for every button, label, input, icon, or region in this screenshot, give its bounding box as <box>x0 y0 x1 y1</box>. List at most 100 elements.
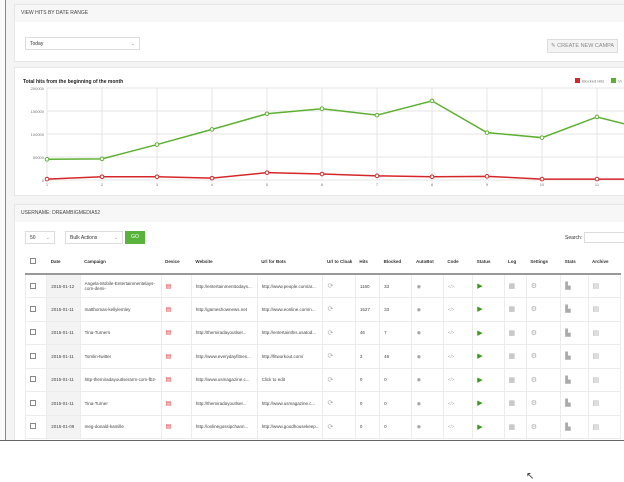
android-icon[interactable]: ● <box>411 273 444 298</box>
go-button[interactable]: GO <box>125 231 145 244</box>
stats-icon[interactable]: ▙ <box>560 367 589 392</box>
gear-icon[interactable]: ⚙ <box>525 273 562 298</box>
play-icon[interactable]: ▶ <box>472 297 505 322</box>
row-checkbox[interactable] <box>24 273 48 298</box>
column-header[interactable]: Website <box>191 250 258 275</box>
play-icon[interactable]: ▶ <box>472 367 505 392</box>
bots-url-cell[interactable]: http://www.eonline.com/n... <box>256 297 324 322</box>
column-header[interactable]: Url for Bots <box>257 250 323 275</box>
play-icon[interactable]: ▶ <box>472 391 505 416</box>
stats-icon[interactable]: ▙ <box>560 414 589 439</box>
log-icon[interactable]: ▦ <box>503 414 527 439</box>
stats-icon[interactable]: ▙ <box>560 297 589 322</box>
cloak-icon[interactable]: ⟳ <box>322 391 356 416</box>
play-icon[interactable]: ▶ <box>472 320 505 345</box>
android-icon[interactable]: ● <box>411 391 444 416</box>
play-icon[interactable]: ▶ <box>472 414 505 439</box>
android-icon[interactable]: ● <box>411 367 444 392</box>
website-cell[interactable]: http://gameshownews.net <box>190 297 258 322</box>
row-checkbox[interactable] <box>24 344 48 369</box>
log-icon[interactable]: ▦ <box>503 273 527 298</box>
bots-url-cell[interactable]: http://www.people.com/ar... <box>256 273 324 298</box>
campaign-cell[interactable]: matthomas-kellylemley <box>79 297 162 322</box>
stats-icon[interactable]: ▙ <box>560 344 589 369</box>
archive-icon[interactable]: ▤ <box>587 320 621 345</box>
column-header[interactable]: AutoBot <box>411 250 444 275</box>
code-icon[interactable]: </> <box>442 297 474 322</box>
website-cell[interactable]: http://onlinegossipchann... <box>190 414 258 439</box>
gear-icon[interactable]: ⚙ <box>525 320 562 345</box>
log-icon[interactable]: ▦ <box>503 391 527 416</box>
website-cell[interactable]: http://themiradayoutlser... <box>190 320 258 345</box>
cloak-icon[interactable]: ⟳ <box>322 344 356 369</box>
website-cell[interactable]: http://www.usmagazine.c... <box>190 367 258 392</box>
bots-url-cell[interactable]: http://www.usmagazine.c... <box>256 391 324 416</box>
campaign-cell[interactable]: Tomlin-twitter <box>79 344 162 369</box>
gear-icon[interactable]: ⚙ <box>525 414 562 439</box>
column-header[interactable]: Date <box>46 250 81 275</box>
code-icon[interactable]: </> <box>442 344 474 369</box>
column-header[interactable]: Settings <box>526 250 561 275</box>
column-header[interactable]: Campaign <box>80 250 162 275</box>
column-header[interactable]: Code <box>443 250 473 275</box>
website-cell[interactable]: http://entertainmenttodays... <box>190 273 258 298</box>
row-checkbox[interactable] <box>24 414 48 439</box>
archive-icon[interactable]: ▤ <box>587 367 621 392</box>
log-icon[interactable]: ▦ <box>503 297 527 322</box>
archive-icon[interactable]: ▤ <box>587 297 621 322</box>
column-header[interactable]: Stats <box>560 250 588 275</box>
cloak-icon[interactable]: ⟳ <box>322 297 356 322</box>
code-icon[interactable]: </> <box>442 414 474 439</box>
bots-url-cell[interactable]: http://fitworkout.com/ <box>256 344 324 369</box>
row-checkbox[interactable] <box>24 297 48 322</box>
log-icon[interactable]: ▦ <box>503 367 527 392</box>
campaign-cell[interactable]: meg-donald-kamille <box>79 414 162 439</box>
column-header[interactable]: Log <box>504 250 527 275</box>
cloak-icon[interactable]: ⟳ <box>322 273 356 298</box>
cloak-icon[interactable]: ⟳ <box>322 414 356 439</box>
android-icon[interactable]: ● <box>411 414 444 439</box>
select-all-checkbox[interactable] <box>25 250 47 275</box>
play-icon[interactable]: ▶ <box>472 273 505 298</box>
android-icon[interactable]: ● <box>411 344 444 369</box>
bulk-actions-select[interactable]: Bulk Actions ⌄ <box>65 231 123 244</box>
code-icon[interactable]: </> <box>442 320 474 345</box>
gear-icon[interactable]: ⚙ <box>525 391 562 416</box>
column-header[interactable]: Url to Cloak <box>322 250 356 275</box>
website-cell[interactable]: http://www.everydayfitnes... <box>190 344 258 369</box>
cloak-icon[interactable]: ⟳ <box>322 367 356 392</box>
gear-icon[interactable]: ⚙ <box>525 367 562 392</box>
campaign-cell[interactable]: Tina-Turners <box>79 320 162 345</box>
android-icon[interactable]: ● <box>411 297 444 322</box>
stats-icon[interactable]: ▙ <box>560 391 589 416</box>
campaign-cell[interactable]: Tina-Turner <box>79 391 162 416</box>
bots-url-cell[interactable]: http://entertainthis.usatod... <box>256 320 324 345</box>
gear-icon[interactable]: ⚙ <box>525 297 562 322</box>
website-cell[interactable]: http://themiradayoutlser... <box>190 391 258 416</box>
log-icon[interactable]: ▦ <box>503 344 527 369</box>
cloak-icon[interactable]: ⟳ <box>322 320 356 345</box>
search-input[interactable] <box>584 232 624 243</box>
row-checkbox[interactable] <box>24 367 48 392</box>
row-checkbox[interactable] <box>24 391 48 416</box>
column-header[interactable]: Status <box>472 250 505 275</box>
bots-url-cell[interactable]: Click to edit <box>256 367 324 392</box>
campaign-cell[interactable]: http-themiradayoutlserarm-com-fb2- <box>79 367 162 392</box>
log-icon[interactable]: ▦ <box>503 320 527 345</box>
code-icon[interactable]: </> <box>442 273 474 298</box>
android-icon[interactable]: ● <box>411 320 444 345</box>
campaign-cell[interactable]: Angela-Mobile-Entertainmentelays-com-dem… <box>79 273 162 298</box>
row-checkbox[interactable] <box>24 320 48 345</box>
stats-icon[interactable]: ▙ <box>560 273 589 298</box>
page-size-select[interactable]: 50 ⌄ <box>25 231 55 244</box>
stats-icon[interactable]: ▙ <box>560 320 589 345</box>
code-icon[interactable]: </> <box>442 391 474 416</box>
column-header[interactable]: Device <box>161 250 192 275</box>
column-header[interactable]: Hits <box>355 250 380 275</box>
code-icon[interactable]: </> <box>442 367 474 392</box>
bots-url-cell[interactable]: http://www.goodhousekeep... <box>256 414 324 439</box>
column-header[interactable]: Archive <box>588 250 621 275</box>
gear-icon[interactable]: ⚙ <box>525 344 562 369</box>
create-campaign-button[interactable]: ✎ CREATE NEW CAMPA <box>547 39 619 53</box>
archive-icon[interactable]: ▤ <box>587 391 621 416</box>
